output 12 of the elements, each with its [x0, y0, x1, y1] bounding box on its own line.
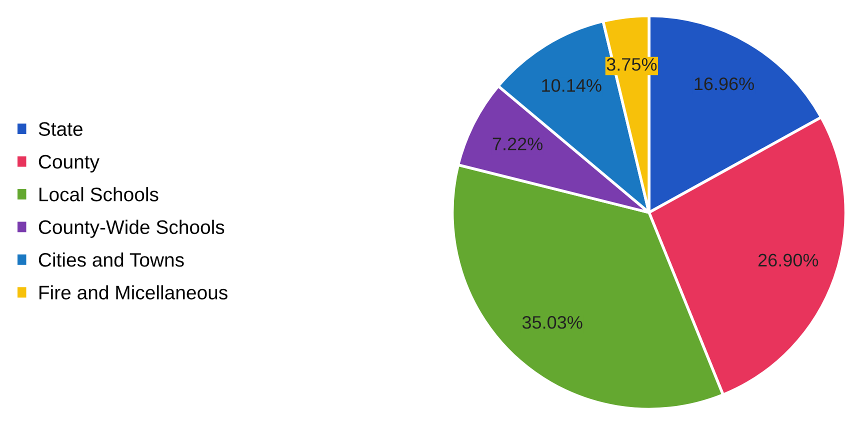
data-label: 7.22% — [492, 138, 543, 150]
data-label: 26.90% — [758, 254, 818, 267]
data-label: 35.03% — [522, 316, 582, 329]
legend-label: Cities and Towns — [38, 252, 184, 267]
legend-label: County — [38, 154, 100, 172]
data-label: 16.96% — [694, 77, 754, 90]
data-label: 10.14% — [542, 79, 602, 92]
legend-label: Local Schools — [40, 187, 158, 202]
legend-label: Fire and Micellaneous — [40, 285, 228, 300]
legend-label: State — [38, 122, 82, 136]
legend-label: County-Wide Schools — [38, 220, 224, 238]
data-label: 3.75% — [606, 58, 657, 71]
